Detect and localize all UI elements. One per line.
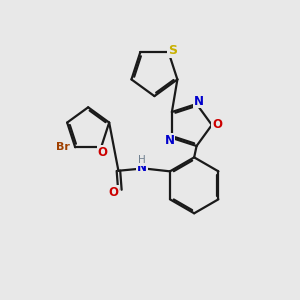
Text: Br: Br <box>56 142 70 152</box>
Text: N: N <box>164 134 175 147</box>
Text: S: S <box>168 44 177 58</box>
Text: O: O <box>212 118 222 131</box>
Text: N: N <box>137 161 147 174</box>
Text: N: N <box>194 94 204 107</box>
Text: H: H <box>138 155 146 165</box>
Text: O: O <box>108 186 118 199</box>
Text: O: O <box>98 146 108 159</box>
